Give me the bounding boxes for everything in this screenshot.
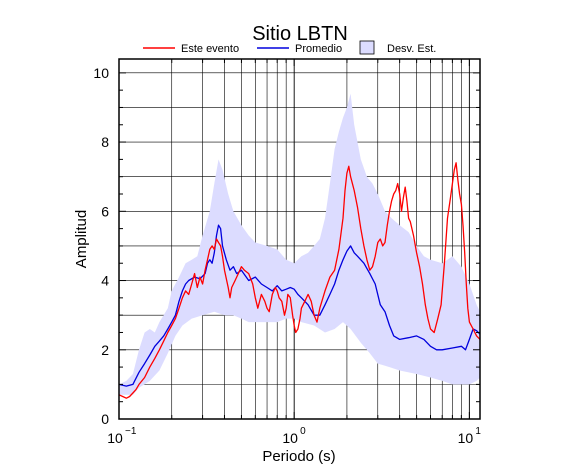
- y-axis-label: Amplitud: [73, 210, 90, 268]
- legend-label-este-evento: Este evento: [181, 43, 239, 55]
- x-tick-label: 10: [107, 430, 123, 446]
- x-tick-label-exponent: −1: [125, 426, 137, 437]
- x-tick-label-exponent: 0: [300, 426, 306, 437]
- y-tick-label: 2: [101, 342, 109, 358]
- y-tick-label: 8: [101, 134, 109, 150]
- legend-label-desv-est: Desv. Est.: [387, 43, 436, 55]
- legend-swatch-desv-est: [359, 40, 375, 55]
- y-tick-label: 0: [101, 411, 109, 427]
- series-line-promedio: [118, 224, 481, 387]
- y-tick-labels: 0 2 4 6 8 10: [93, 65, 109, 427]
- y-tick-label: 4: [101, 273, 109, 289]
- x-tick-label-exponent: 1: [475, 426, 481, 437]
- std-band-area: [119, 93, 480, 395]
- ticks: [118, 59, 480, 420]
- legend-label-promedio: Promedio: [295, 43, 342, 55]
- x-tick-labels: 10 −1 10 0 10 1: [107, 426, 481, 446]
- series-lines: [118, 162, 481, 399]
- x-axis-label: Periodo (s): [262, 448, 335, 465]
- chart-title: Sitio LBTN: [252, 23, 348, 45]
- series-line-este-evento: [118, 162, 481, 399]
- plot-frame: [118, 58, 481, 420]
- y-tick-label: 6: [101, 203, 109, 219]
- y-tick-label: 10: [93, 65, 109, 81]
- std-band: [119, 93, 480, 395]
- legend: Este evento Promedio Desv. Est.: [143, 40, 436, 55]
- x-tick-label: 10: [282, 430, 298, 446]
- x-tick-label: 10: [458, 430, 474, 446]
